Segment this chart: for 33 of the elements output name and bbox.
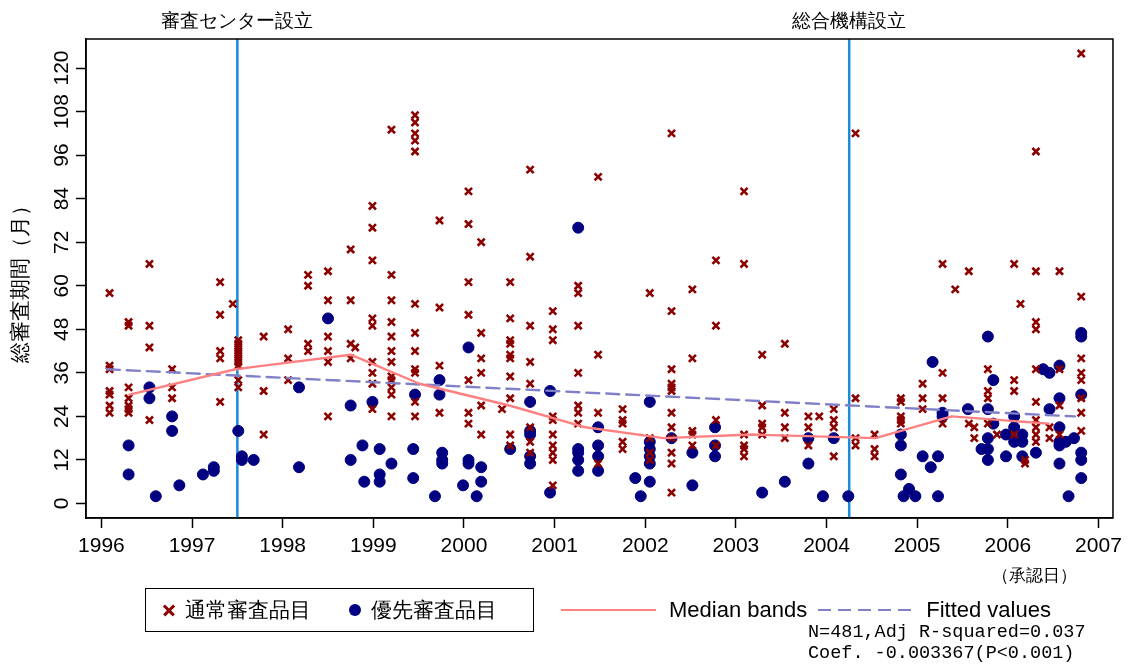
y-axis-title: 総審査期間（月） xyxy=(8,194,33,364)
x-tick-label: 2000 xyxy=(440,533,488,557)
x-axis-title: （承認日） xyxy=(992,565,1077,587)
y-tick-label: 120 xyxy=(48,50,72,86)
x-tick-label: 2007 xyxy=(1075,533,1122,557)
text: Coef. -0.003367(P<0.001) xyxy=(808,643,1076,664)
x-tick-label: 2006 xyxy=(984,533,1032,557)
legend-label: 通常審査品目 xyxy=(185,597,311,624)
x-tick-label: 2002 xyxy=(621,533,669,557)
legend-label: Fitted values xyxy=(926,597,1051,623)
x-tick-label: 2005 xyxy=(893,533,941,557)
x-tick-label: 1999 xyxy=(349,533,397,557)
y-tick-label: 96 xyxy=(48,143,72,167)
y-tick-label: 48 xyxy=(48,317,72,341)
x-tick-label: 1997 xyxy=(168,533,216,557)
y-tick-label: 24 xyxy=(48,404,72,429)
x-tick-label: 2001 xyxy=(531,533,578,557)
x-tick-label: 1998 xyxy=(259,533,307,557)
y-tick-label: 0 xyxy=(48,497,72,510)
x-tick-label: 2003 xyxy=(712,533,760,557)
legend-label: 優先審査品目 xyxy=(371,597,497,624)
y-tick-label: 60 xyxy=(48,274,72,298)
y-tick-label: 12 xyxy=(48,448,72,472)
x-tick-label: 1996 xyxy=(78,533,125,557)
y-tick-label: 72 xyxy=(48,230,72,254)
text: N=481,Adj R-squared=0.037 xyxy=(808,622,1086,643)
ref-line-label: 総合機構設立 xyxy=(791,8,907,31)
ref-line-label: 審査センター設立 xyxy=(161,8,314,31)
legend-label: Median bands xyxy=(669,597,808,623)
y-tick-label: 84 xyxy=(48,186,72,211)
x-tick-label: 2004 xyxy=(803,533,851,557)
y-tick-label: 108 xyxy=(48,94,72,130)
y-tick-label: 36 xyxy=(48,361,72,385)
